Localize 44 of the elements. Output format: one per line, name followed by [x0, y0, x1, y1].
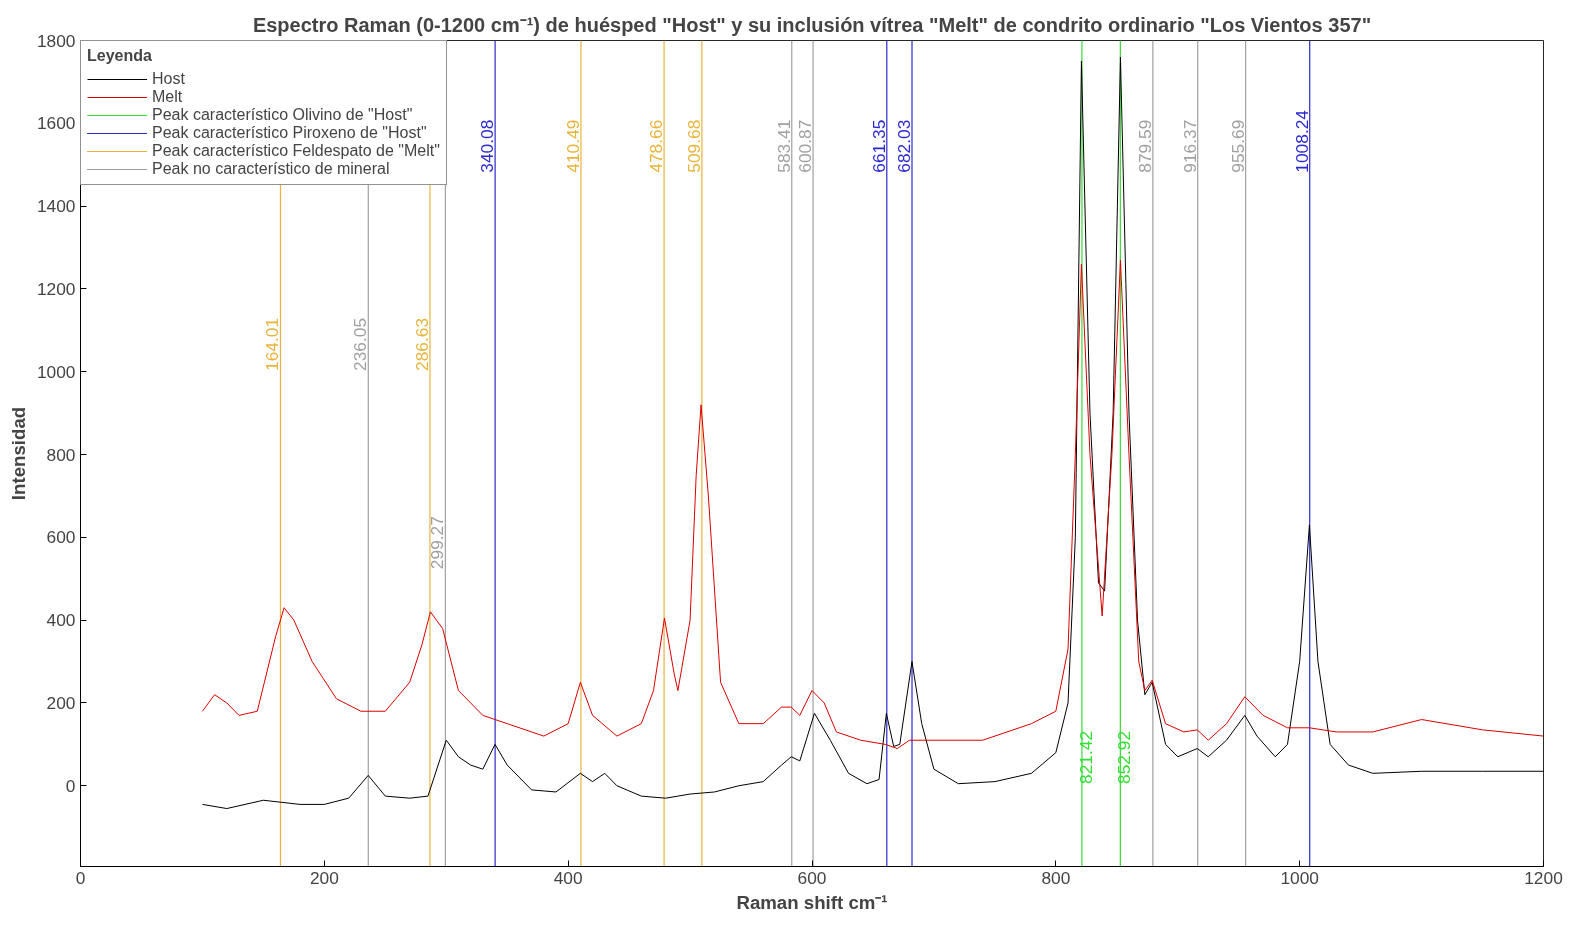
ref-line-label: 600.87	[795, 119, 816, 173]
y-tick-label: 0	[65, 775, 76, 796]
ref-line-label: 340.08	[477, 119, 498, 173]
legend-label: Peak característico Piroxeno de "Host"	[152, 124, 427, 142]
ref-line-label: 1008.24	[1291, 109, 1312, 173]
ref-line-label: 583.41	[773, 119, 794, 173]
ref-line-label: 916.37	[1179, 119, 1200, 173]
y-tick-label: 1800	[36, 30, 76, 51]
y-tick-label: 400	[46, 610, 76, 631]
legend-label: Melt	[152, 88, 183, 106]
x-tick-label: 800	[1041, 867, 1071, 888]
legend-label: Peak característico Feldespato de "Melt"	[152, 142, 440, 160]
ref-line-label: 286.63	[411, 317, 432, 371]
legend-label: Peak no característico de mineral	[152, 160, 390, 178]
y-tick-label: 800	[46, 444, 76, 465]
ref-line-label: 410.49	[562, 119, 583, 173]
x-tick-label: 200	[309, 867, 339, 888]
ref-line-label: 478.66	[646, 119, 667, 173]
y-tick-label: 1400	[36, 196, 76, 217]
ref-line-label: 955.69	[1227, 119, 1248, 173]
ref-line-label: 299.27	[427, 516, 448, 570]
x-tick-label: 1000	[1280, 867, 1319, 888]
x-tick-label: 400	[553, 867, 583, 888]
legend-label: Host	[152, 70, 185, 88]
chart-title: Espectro Raman (0-1200 cm⁻¹) de huésped "Host" y su inclusión vítrea "Melt" de condrito ordinario "Los Vientos 357"	[252, 13, 1372, 36]
ref-line-label: 682.03	[894, 119, 915, 173]
y-tick-label: 1000	[36, 361, 76, 382]
ref-line-label: 821.42	[1075, 730, 1096, 784]
y-tick-label: 1200	[36, 278, 76, 299]
x-tick-label: 600	[797, 867, 827, 888]
y-tick-label: 200	[46, 692, 76, 713]
x-axis-title: Raman shift cm⁻¹	[736, 891, 888, 913]
y-axis-title: Intensidad	[7, 406, 29, 501]
ref-line-label: 236.05	[350, 317, 371, 371]
ref-line-label: 509.68	[683, 119, 704, 173]
ref-line-label: 164.01	[262, 317, 283, 371]
x-tick-label: 1200	[1524, 867, 1563, 888]
ref-line-label: 661.35	[868, 119, 889, 173]
ref-line-label: 879.59	[1134, 119, 1155, 173]
legend-title: Leyenda	[87, 47, 153, 65]
y-tick-label: 600	[46, 527, 76, 548]
y-tick-label: 1600	[36, 113, 76, 134]
ref-line-label: 852.92	[1114, 730, 1135, 784]
legend-label: Peak característico Olivino de "Host"	[152, 106, 413, 124]
